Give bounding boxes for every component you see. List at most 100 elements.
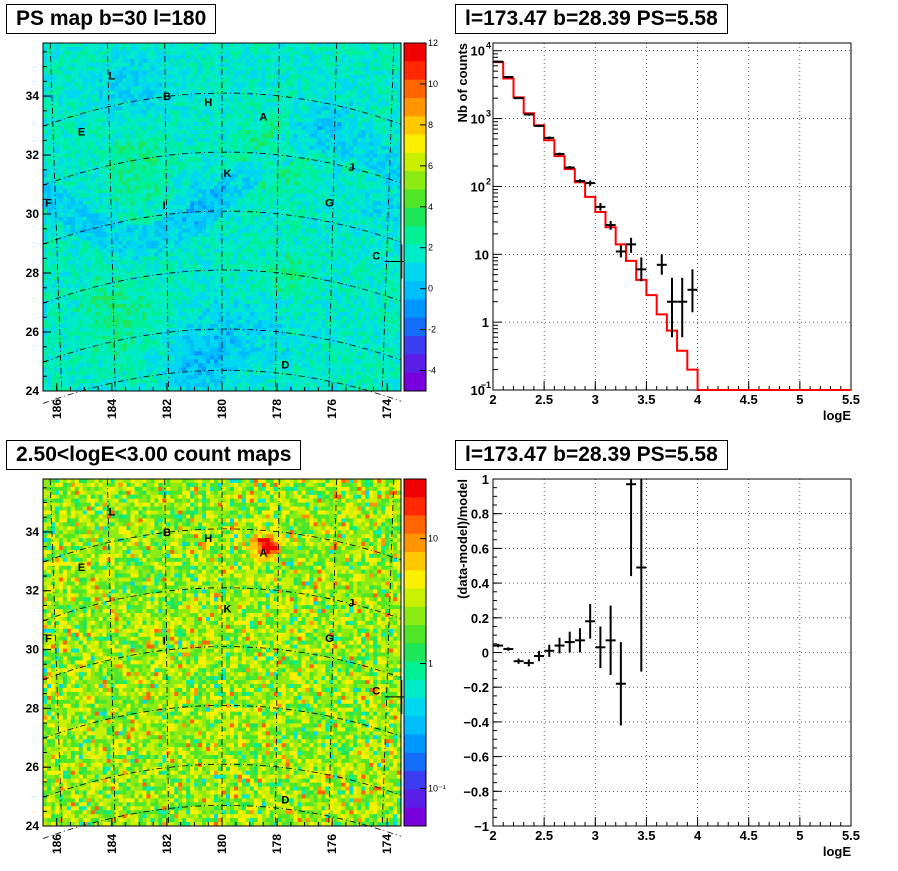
y-tick-label: −0.8 (463, 784, 489, 799)
x-tick-label: 182 (160, 834, 174, 854)
y-tick-label-exponent: 4 (486, 41, 491, 51)
x-tick-label: 174 (380, 834, 394, 854)
x-tick-label: 186 (50, 834, 64, 854)
colorbar-segment (404, 152, 426, 172)
colorbar-frame (403, 478, 427, 827)
y-tick-label: 28 (26, 266, 40, 280)
colorbar-segment (404, 570, 426, 589)
y-tick-label: 0 (482, 646, 489, 661)
colorbar-segment (404, 679, 426, 699)
y-tick-label-exponent: 3 (486, 109, 491, 119)
graticule-lon-line (107, 478, 116, 827)
colorbar-tick-label: 12 (428, 38, 438, 48)
colorbar-tick-label: -4 (428, 366, 436, 376)
colorbar-segment (404, 262, 426, 282)
graticule-lat-line (42, 92, 402, 127)
colorbar-segment (404, 281, 426, 300)
colorbar-tick-label: 8 (428, 120, 433, 130)
source-label-d: D (281, 795, 289, 807)
y-tick-label: −0.6 (463, 750, 489, 765)
graticule-lat-line (42, 763, 402, 798)
y-tick-label: 32 (26, 148, 40, 162)
y-tick-label: 30 (26, 643, 40, 657)
y-tick-label: 34 (26, 89, 40, 103)
graticule-lon-line (381, 42, 395, 392)
residual-plot: 2 2.5 3 3.5 4 4.5 5 5.5 −1 −0.8 −0.6 −0.4 −0.2 0 0.2 0.… (455, 472, 860, 859)
y-tick-label: 10 (475, 247, 489, 262)
y-tick-label: −1 (474, 819, 489, 834)
source-label-c: C (372, 686, 380, 698)
colorbar-segment (404, 79, 426, 99)
x-tick-label: 176 (325, 399, 339, 419)
source-label-e: E (78, 126, 85, 138)
y-tick-label: 0.8 (471, 507, 489, 522)
graticule-lat-line (42, 210, 402, 245)
graticule-lon-line (275, 478, 280, 827)
colorbar-segment (404, 588, 426, 608)
x-tick-label: 3 (592, 828, 599, 843)
source-label-j: J (348, 598, 354, 610)
colorbar-segment (404, 497, 426, 516)
colorbar-segment (404, 207, 426, 227)
y-axis-title: (data-model)/model (455, 479, 470, 599)
colorbar-segment (404, 372, 426, 392)
y-tick-label-exponent: 2 (486, 176, 491, 186)
y-tick-label: 10 (471, 112, 485, 127)
colorbar-segment (404, 606, 426, 626)
x-tick-label: 180 (215, 399, 229, 419)
colorbar-segment (404, 552, 426, 571)
colorbar-segment (404, 189, 426, 209)
x-tick-label: 180 (215, 834, 229, 854)
source-label-l: L (108, 70, 115, 82)
y-tick-label: 0.2 (471, 611, 489, 626)
colorbar-segment (404, 43, 426, 62)
colorbar-segment (404, 807, 426, 827)
y-tick-label: −0.4 (463, 715, 489, 730)
graticule-lat-line (42, 528, 402, 563)
colorbar-segment (404, 134, 426, 154)
source-label-h: H (204, 97, 212, 109)
colorbar-segment (404, 336, 426, 355)
count-map-title: 2.50<logE<3.00 count maps (6, 440, 302, 470)
x-tick-label: 178 (270, 399, 284, 419)
colorbar-segment (404, 716, 426, 736)
y-tick-label: 0.4 (471, 576, 490, 591)
y-tick-label: 24 (26, 819, 40, 833)
colorbar-segment (404, 752, 426, 772)
x-tick-label: 2.5 (535, 392, 553, 407)
y-tick-label: 30 (26, 207, 40, 221)
x-tick-label: 182 (160, 399, 174, 419)
source-label-b: B (163, 527, 171, 539)
y-tick-label: 26 (26, 325, 40, 339)
x-tick-label: 184 (105, 399, 119, 419)
colorbar-segment (404, 625, 426, 644)
y-tick-label: 24 (26, 384, 40, 398)
y-tick-label: 32 (26, 584, 40, 598)
colorbar-tick-label: 6 (428, 161, 433, 171)
colorbar-segment (404, 515, 426, 535)
colorbar-frame (403, 42, 427, 392)
x-tick-label: 3 (592, 392, 599, 407)
count-map-plot: 186 184 182 180 178 176 174 24 26 28 30 32 34 L B H A E K J… (26, 478, 446, 854)
residual-title: l=173.47 b=28.39 PS=5.58 (455, 440, 728, 470)
colorbar-segment (404, 317, 426, 337)
x-tick-label: 2.5 (535, 828, 553, 843)
colorbar-tick-label: 10⁻¹ (428, 783, 446, 793)
graticule-lon-line (164, 478, 169, 827)
colorbar-segment (404, 61, 426, 81)
colorbar-tick-label: 4 (428, 202, 433, 212)
colorbar-segment (404, 116, 426, 135)
x-tick-label: 3.5 (637, 392, 655, 407)
source-label-f: F (45, 197, 52, 209)
graticule-lon-line (381, 478, 395, 827)
colorbar-segment (404, 698, 426, 717)
ps-map-title: PS map b=30 l=180 (6, 4, 217, 34)
graticule-lat-line (42, 646, 402, 681)
x-tick-label: 3.5 (637, 828, 655, 843)
colorbar-segment (404, 479, 426, 498)
spectrum-panel: l=173.47 b=28.39 PS=5.58 2 2.5 3 3.5 4 4.5 5 5.… (449, 0, 898, 436)
graticule-lon-line (107, 42, 116, 392)
y-tick-label: 10 (471, 44, 485, 59)
source-label-g: G (325, 633, 334, 645)
